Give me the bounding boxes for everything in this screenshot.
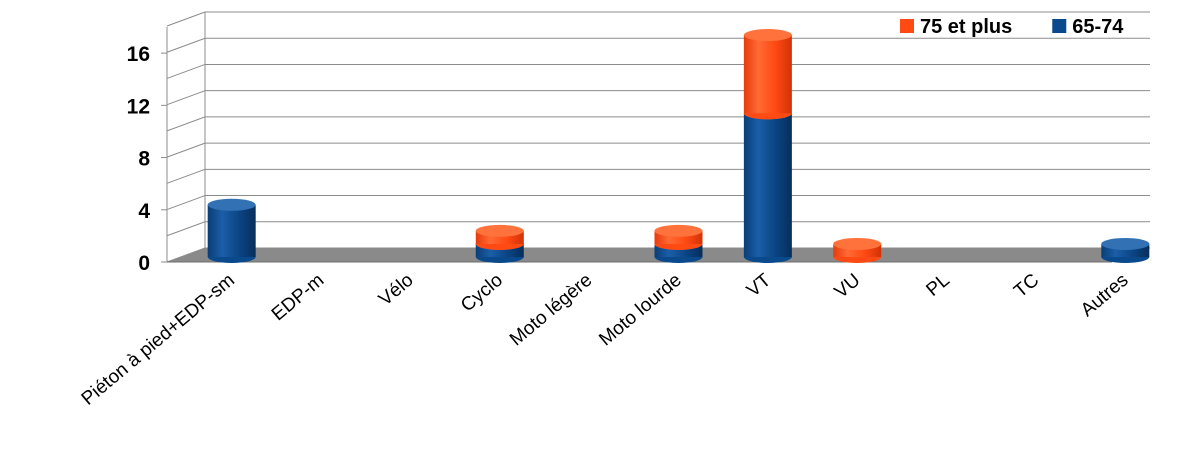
bar-segment [743,35,792,114]
bar-segment [743,113,792,257]
legend-swatch [1052,19,1067,33]
gridline-side [166,37,206,53]
gridline-side [166,116,206,132]
y-tick-label: 4 [138,200,150,223]
legend-swatch [900,19,914,33]
gridline-side [166,11,206,27]
bar-top [654,224,703,237]
x-tick-label: Vélo [375,270,418,311]
y-axis: 0 4 8 12 16 [127,43,167,275]
x-tick-label: TC [1010,270,1043,302]
x-tick-label: Moto lourde [595,270,685,351]
gridline-side [166,221,206,237]
x-tick-label: VT [743,269,775,301]
x-tick-label: PL [922,270,953,301]
gridlines [166,11,1150,263]
y-tick-label: 8 [138,148,150,171]
x-tick-label: Moto légère [506,270,596,351]
x-tick-label: EDP-m [268,270,328,325]
bar-top [475,224,524,237]
y-tick-label: 16 [127,43,150,66]
x-tick-label: Piéton à pied+EDP-sm [78,270,239,410]
gridline-side [166,90,206,106]
y-tick-label: 0 [138,252,150,275]
bar-top [743,29,792,42]
bar-segment [207,204,256,257]
x-tick-label: VU [831,270,865,303]
legend-label: 75 et plus [920,16,1012,38]
legend-label: 65-74 [1072,16,1124,38]
bar-top [1101,237,1150,250]
bars [207,29,1150,263]
gridline-side [166,195,206,211]
x-tick-label: Cyclo [457,270,507,317]
legend: 75 et plus 65-74 [900,16,1124,38]
gridline-side [166,168,206,184]
bar-top [207,198,256,211]
y-tick-label: 12 [127,95,150,118]
gridline-side [166,63,206,79]
bar-top [833,237,882,250]
x-tick-label: Autres [1077,270,1133,321]
gridline-side [166,142,206,158]
